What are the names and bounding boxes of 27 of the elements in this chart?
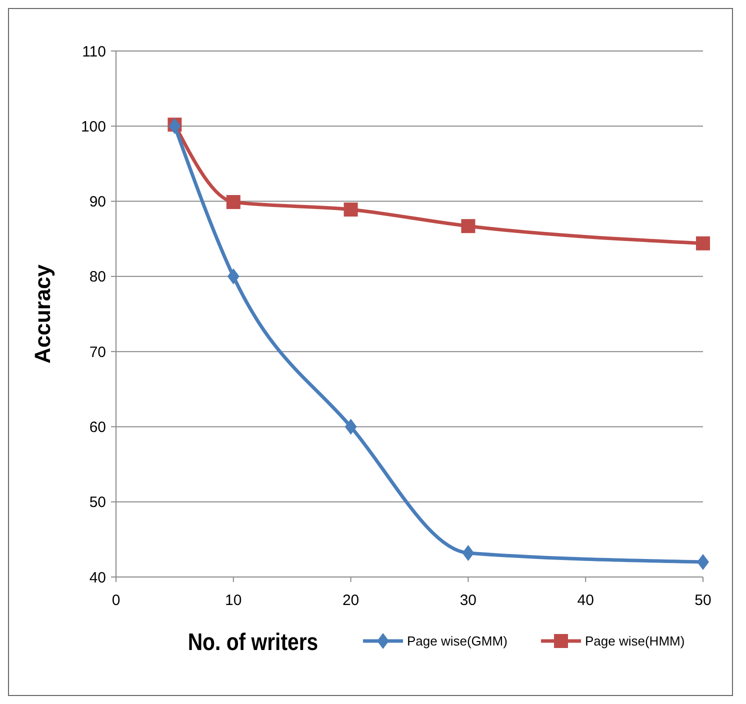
y-tick-label: 80 xyxy=(89,268,106,286)
y-tick-label: 110 xyxy=(82,43,106,60)
x-tick-label: 20 xyxy=(342,592,360,609)
x-tick-label: 0 xyxy=(112,592,120,609)
y-tick-label: 70 xyxy=(89,344,106,361)
legend-label: Page wise(HMM) xyxy=(585,634,685,649)
y-tick-label: 100 xyxy=(80,118,106,136)
x-axis-title: No. of writers xyxy=(188,628,318,656)
x-tick-label: 10 xyxy=(225,592,242,609)
point xyxy=(344,418,357,435)
x-tick-label: 30 xyxy=(460,592,477,609)
x-tick-label: 40 xyxy=(577,592,594,609)
point xyxy=(344,202,358,217)
y-tick-label: 60 xyxy=(89,418,106,436)
y-axis-title: Accuracy xyxy=(30,264,55,364)
point xyxy=(461,219,476,234)
point xyxy=(697,554,709,570)
y-tick-label: 90 xyxy=(89,194,106,211)
point xyxy=(696,236,710,250)
point xyxy=(226,195,240,210)
x-tick-label: 50 xyxy=(694,592,712,609)
y-tick-label: 40 xyxy=(89,569,106,586)
point xyxy=(227,268,240,284)
y-tick-label: 50 xyxy=(89,494,106,512)
point xyxy=(168,118,181,134)
point xyxy=(462,544,474,561)
legend-label: Page wise(GMM) xyxy=(407,634,508,649)
